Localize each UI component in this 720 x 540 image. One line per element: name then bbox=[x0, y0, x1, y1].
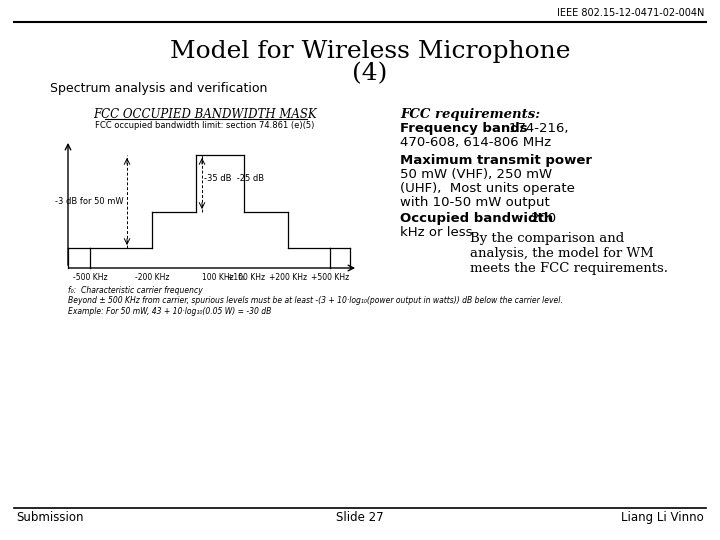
Text: 100 KHz  f₀: 100 KHz f₀ bbox=[202, 273, 244, 282]
Text: kHz or less: kHz or less bbox=[400, 226, 472, 239]
Text: :  200: : 200 bbox=[518, 212, 556, 225]
Text: FCC occupied bandwidth limit: section 74.861 (e)(5): FCC occupied bandwidth limit: section 74… bbox=[95, 121, 315, 130]
Text: Beyond ± 500 KHz from carrier, spurious levels must be at least -(3 + 10·log₁₀(p: Beyond ± 500 KHz from carrier, spurious … bbox=[68, 296, 563, 305]
Text: 50 mW (VHF), 250 mW: 50 mW (VHF), 250 mW bbox=[400, 168, 552, 181]
Text: +500 KHz: +500 KHz bbox=[311, 273, 349, 282]
Text: Example: For 50 mW, 43 + 10·log₁₀(0.05 W) = -30 dB: Example: For 50 mW, 43 + 10·log₁₀(0.05 W… bbox=[68, 307, 271, 316]
Text: Spectrum analysis and verification: Spectrum analysis and verification bbox=[50, 82, 267, 95]
Text: FCC OCCUPIED BANDWIDTH MASK: FCC OCCUPIED BANDWIDTH MASK bbox=[93, 108, 317, 121]
Text: Model for Wireless Microphone: Model for Wireless Microphone bbox=[170, 40, 570, 63]
Text: :  174-216,: : 174-216, bbox=[496, 122, 569, 135]
Text: +200 KHz: +200 KHz bbox=[269, 273, 307, 282]
Text: (4): (4) bbox=[352, 62, 387, 85]
Text: +100 KHz: +100 KHz bbox=[227, 273, 265, 282]
Text: Maximum transmit power: Maximum transmit power bbox=[400, 154, 592, 167]
Text: f₀:  Characteristic carrier frequency: f₀: Characteristic carrier frequency bbox=[68, 286, 203, 295]
Text: Occupied bandwidth: Occupied bandwidth bbox=[400, 212, 553, 225]
Text: -35 dB  -25 dB: -35 dB -25 dB bbox=[204, 174, 264, 183]
Text: (UHF),  Most units operate: (UHF), Most units operate bbox=[400, 182, 575, 195]
Text: :: : bbox=[548, 154, 552, 167]
Text: 470-608, 614-806 MHz: 470-608, 614-806 MHz bbox=[400, 136, 551, 149]
Text: FCC requirements:: FCC requirements: bbox=[400, 108, 540, 121]
Text: By the comparison and
analysis, the model for WM
meets the FCC requirements.: By the comparison and analysis, the mode… bbox=[470, 232, 668, 275]
Text: -3 dB for 50 mW: -3 dB for 50 mW bbox=[55, 197, 124, 206]
Text: -500 KHz: -500 KHz bbox=[73, 273, 107, 282]
Text: Frequency bands: Frequency bands bbox=[400, 122, 528, 135]
Text: IEEE 802.15-12-0471-02-004N: IEEE 802.15-12-0471-02-004N bbox=[557, 8, 704, 18]
Text: Slide 27: Slide 27 bbox=[336, 511, 384, 524]
Text: Submission: Submission bbox=[16, 511, 84, 524]
Text: with 10-50 mW output: with 10-50 mW output bbox=[400, 196, 550, 209]
Text: Liang Li Vinno: Liang Li Vinno bbox=[621, 511, 704, 524]
Text: -200 KHz: -200 KHz bbox=[135, 273, 169, 282]
